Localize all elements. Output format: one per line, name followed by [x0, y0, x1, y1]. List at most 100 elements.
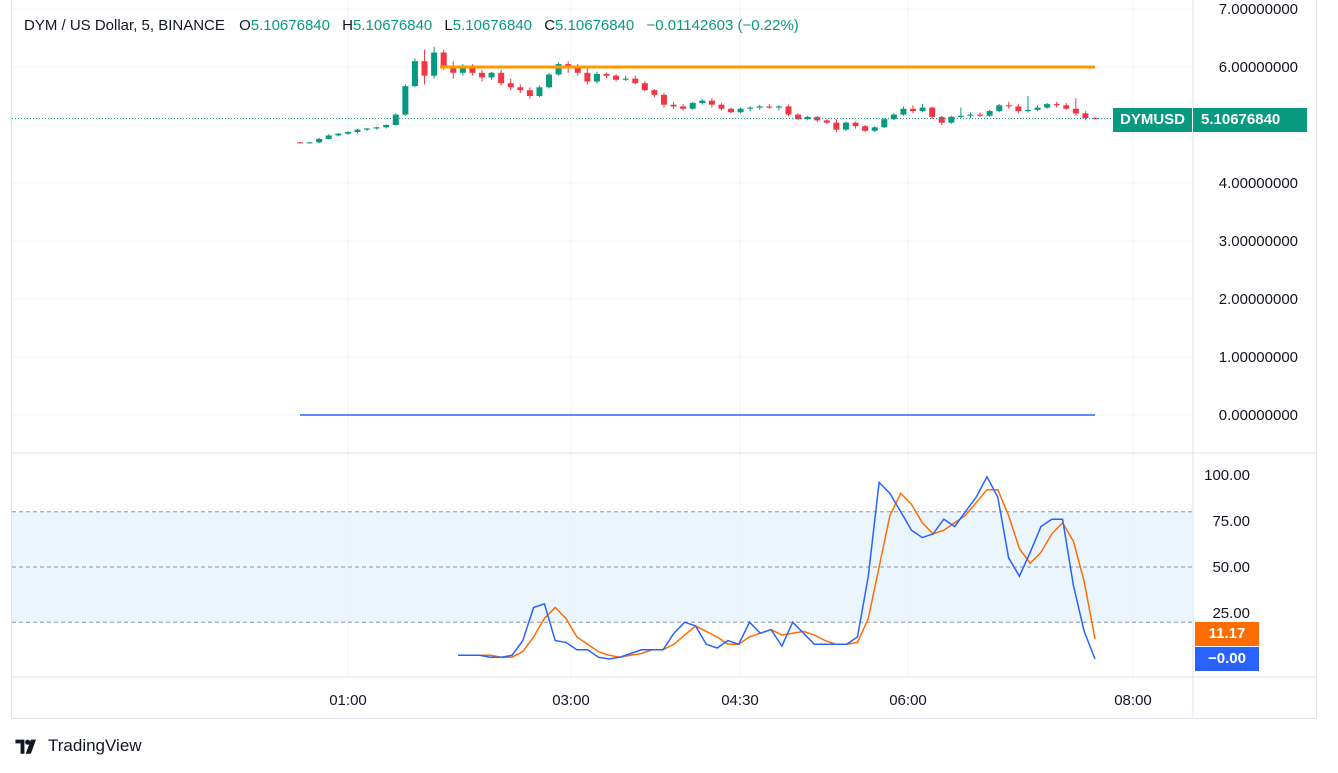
candle: [613, 73, 620, 82]
candle-body: [517, 87, 524, 91]
high-value: 5.10676840: [353, 17, 433, 34]
close-label: C: [544, 17, 556, 34]
candle-body: [498, 72, 505, 84]
low-label: L: [444, 17, 453, 34]
candle-body: [1053, 104, 1060, 106]
candle: [1072, 98, 1079, 116]
price-tag-value: 5.10676840: [1201, 111, 1281, 128]
candle-body: [392, 114, 399, 125]
candle-body: [689, 102, 696, 109]
candle: [546, 72, 553, 89]
candle: [785, 104, 792, 117]
candle-body: [632, 78, 639, 84]
candle-body: [450, 67, 457, 73]
candle: [383, 124, 390, 129]
candle-body: [536, 87, 543, 96]
candle-body: [900, 108, 907, 115]
candle: [1053, 101, 1060, 108]
stoch-tick-label: 25.00: [1212, 605, 1250, 622]
candle: [1015, 104, 1022, 114]
candle: [737, 107, 744, 114]
chart-frame: [11, 0, 1317, 719]
candle: [910, 105, 917, 114]
candle: [929, 106, 936, 120]
change-value: −0.01142603 (−0.22%): [646, 17, 799, 34]
candle: [507, 78, 514, 91]
candle-body: [708, 100, 715, 105]
candle-body: [919, 107, 926, 112]
candle: [344, 131, 351, 135]
price-tick-label: 3.00000000: [1219, 233, 1298, 250]
candle-body: [728, 108, 735, 113]
stoch-k-tag: −0.00: [1195, 647, 1259, 671]
candle-body: [814, 116, 821, 121]
open-value: 5.10676840: [250, 17, 330, 34]
candle: [795, 113, 802, 121]
candle: [297, 141, 303, 144]
candle-body: [440, 52, 447, 67]
candle-body: [910, 108, 917, 112]
candle-body: [718, 104, 725, 109]
time-tick-label: 08:00: [1114, 692, 1152, 709]
tradingview-logo[interactable]: TradingView: [12, 736, 142, 756]
candle: [555, 62, 562, 76]
candle: [373, 126, 380, 130]
candle: [881, 118, 888, 128]
candle: [996, 104, 1003, 113]
candle-body: [603, 73, 610, 76]
candle: [431, 46, 438, 79]
price-tick-label: 7.00000000: [1219, 1, 1298, 18]
candle: [1034, 105, 1041, 112]
low-value: 5.10676840: [452, 17, 533, 34]
candle-body: [459, 68, 466, 73]
candle-body: [651, 90, 658, 95]
candle-body: [699, 100, 706, 103]
candle: [364, 127, 371, 131]
stochastic-lines: [458, 475, 1096, 660]
candle-body: [1034, 107, 1041, 110]
candle-body: [680, 106, 687, 109]
candle: [1063, 102, 1070, 110]
candle-body: [297, 142, 303, 144]
candle-body: [373, 127, 380, 129]
candle-body: [593, 73, 600, 82]
candle: [756, 104, 763, 110]
candle-body: [546, 74, 553, 88]
candle: [1044, 102, 1051, 109]
candle-body: [804, 116, 811, 120]
candle-body: [756, 106, 763, 108]
price-tick-label: 1.00000000: [1219, 349, 1298, 366]
time-tick-label: 04:30: [721, 692, 759, 709]
candle-body: [325, 135, 332, 139]
candle-body: [526, 90, 533, 96]
stoch-tick-label: 50.00: [1212, 559, 1250, 576]
candle-body: [507, 83, 514, 88]
candle-body: [383, 125, 390, 128]
candle: [498, 69, 505, 86]
candle: [392, 113, 399, 126]
candle: [488, 71, 495, 80]
candle-body: [833, 122, 840, 130]
candle-body: [1005, 105, 1012, 107]
candle: [1024, 96, 1031, 113]
symbol-price-tag: DYMUSD 5.10676840: [1113, 108, 1307, 132]
candle: [536, 85, 543, 98]
candle-body: [775, 106, 782, 108]
candle-body: [929, 107, 936, 117]
candle-body: [986, 111, 993, 116]
candle: [986, 109, 993, 117]
candle: [766, 104, 773, 109]
candle: [1005, 101, 1012, 109]
candle-body: [354, 129, 361, 132]
candle: [775, 105, 782, 111]
candle: [632, 75, 639, 85]
candle: [938, 115, 945, 125]
candle: [689, 101, 696, 110]
candle: [354, 129, 361, 134]
candle-body: [842, 122, 849, 130]
candle: [728, 107, 735, 114]
candle: [977, 112, 984, 117]
candle-body: [402, 86, 409, 115]
stoch-k-line: [458, 475, 1096, 660]
